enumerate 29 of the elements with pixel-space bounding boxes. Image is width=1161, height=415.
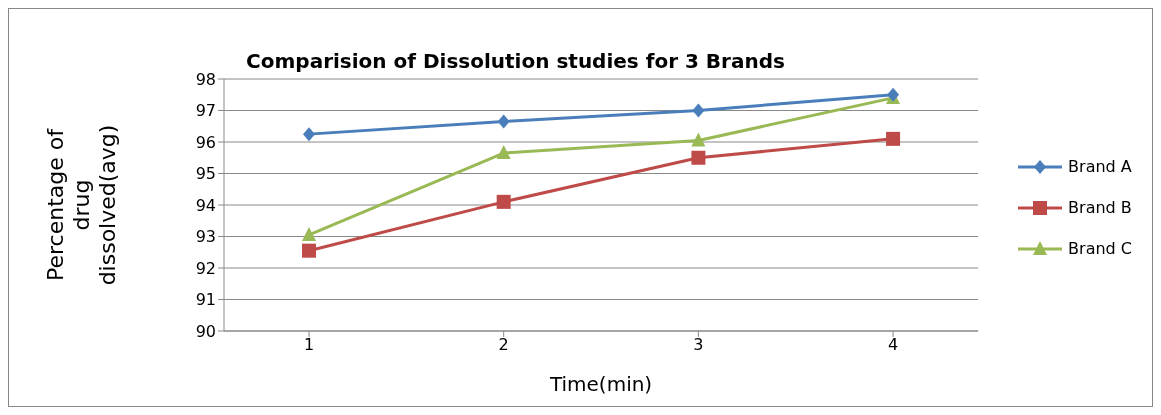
- point: [302, 243, 316, 258]
- point: [692, 103, 705, 118]
- y-tick-label: 90: [195, 321, 216, 341]
- point: [303, 127, 315, 142]
- x-tick-label: 1: [303, 335, 315, 355]
- legend-label: Brand B: [1068, 198, 1132, 217]
- y-tick-label: 94: [195, 195, 216, 215]
- legend-label: Brand A: [1068, 157, 1132, 176]
- point: [496, 194, 511, 209]
- y-tick-label: 91: [195, 290, 216, 310]
- point: [886, 131, 901, 146]
- x-tick-label: 3: [693, 335, 704, 355]
- y-tick-label: 93: [195, 227, 216, 247]
- point: [302, 226, 316, 241]
- point: [691, 132, 706, 147]
- x-tick-label: 2: [498, 335, 509, 355]
- y-tick-label: 98: [195, 69, 216, 89]
- y-tick-label: 95: [195, 164, 216, 184]
- legend-label: Brand C: [1068, 239, 1132, 258]
- x-tick-label: 4: [887, 335, 899, 355]
- y-tick-label: 96: [195, 132, 216, 152]
- y-tick-label: 92: [195, 258, 216, 278]
- y-tick-label: 97: [195, 101, 216, 121]
- y-axis-title: Percentage of drug dissolved(avg): [43, 124, 120, 286]
- chart-title: Comparision of Dissolution studies for 3 Brands: [246, 49, 785, 73]
- point: [691, 150, 706, 165]
- point: [496, 145, 511, 160]
- x-axis-title: Time(min): [548, 372, 653, 396]
- point: [497, 114, 510, 129]
